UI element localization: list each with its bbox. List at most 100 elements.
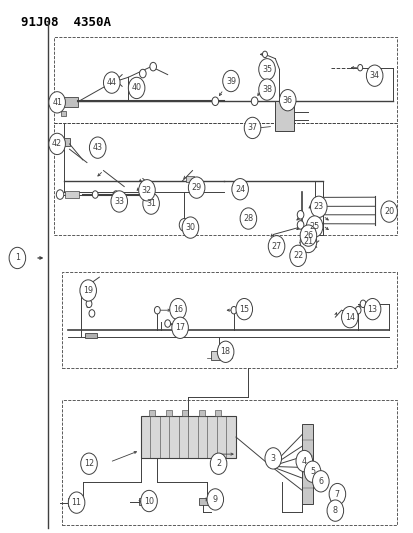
Circle shape — [86, 300, 92, 308]
Circle shape — [164, 320, 170, 327]
Circle shape — [240, 208, 256, 229]
Text: 27: 27 — [271, 242, 281, 251]
Bar — [198, 410, 204, 416]
Circle shape — [341, 306, 357, 328]
Text: 16: 16 — [173, 305, 183, 313]
Circle shape — [328, 483, 345, 505]
Circle shape — [169, 298, 186, 320]
Circle shape — [297, 221, 303, 229]
Bar — [182, 410, 188, 416]
Circle shape — [354, 306, 360, 314]
Circle shape — [247, 210, 253, 219]
Circle shape — [142, 193, 159, 214]
Text: 38: 38 — [261, 85, 271, 94]
Circle shape — [9, 247, 26, 269]
Text: 9: 9 — [212, 495, 217, 504]
Text: 3: 3 — [270, 454, 275, 463]
Bar — [301, 424, 312, 504]
Text: 22: 22 — [292, 252, 302, 260]
Circle shape — [251, 97, 257, 106]
Circle shape — [262, 51, 267, 58]
Text: 13: 13 — [367, 305, 377, 313]
Text: 34: 34 — [369, 71, 379, 80]
Circle shape — [295, 450, 312, 472]
Circle shape — [138, 180, 155, 201]
Circle shape — [222, 70, 239, 92]
Bar — [215, 410, 221, 416]
Text: 33: 33 — [114, 197, 124, 206]
Bar — [211, 351, 226, 360]
Circle shape — [235, 298, 252, 320]
Circle shape — [366, 65, 382, 86]
Bar — [140, 416, 235, 458]
Text: 6: 6 — [318, 477, 323, 486]
Circle shape — [179, 219, 189, 231]
Circle shape — [206, 489, 223, 510]
Bar — [198, 498, 215, 505]
Circle shape — [80, 280, 96, 301]
Bar — [54, 138, 69, 146]
Circle shape — [154, 306, 160, 314]
Text: 10: 10 — [144, 497, 154, 505]
Circle shape — [68, 492, 85, 513]
Text: 32: 32 — [142, 186, 152, 195]
Circle shape — [188, 177, 204, 198]
Circle shape — [139, 69, 146, 78]
Text: 37: 37 — [247, 124, 257, 132]
Text: 1: 1 — [15, 254, 20, 262]
Circle shape — [89, 137, 106, 158]
Bar — [275, 101, 293, 131]
Text: 44: 44 — [107, 78, 116, 87]
Circle shape — [171, 317, 188, 338]
Bar — [142, 191, 151, 198]
Circle shape — [230, 306, 236, 314]
Bar — [64, 191, 79, 198]
Text: 35: 35 — [261, 65, 271, 74]
Circle shape — [92, 191, 98, 198]
Circle shape — [89, 310, 95, 317]
Text: 12: 12 — [84, 459, 94, 468]
Bar — [186, 176, 193, 182]
Circle shape — [49, 92, 65, 113]
Text: 23: 23 — [313, 203, 323, 211]
Bar — [54, 37, 396, 123]
Circle shape — [357, 64, 362, 71]
Circle shape — [244, 117, 260, 139]
Bar — [149, 410, 155, 416]
Circle shape — [268, 236, 284, 257]
Text: 25: 25 — [309, 222, 319, 231]
Circle shape — [380, 201, 396, 222]
Circle shape — [150, 62, 156, 71]
Text: 28: 28 — [243, 214, 253, 223]
Circle shape — [217, 341, 233, 362]
Circle shape — [210, 453, 226, 474]
Circle shape — [56, 190, 64, 199]
Bar — [68, 498, 81, 506]
Text: 18: 18 — [220, 348, 230, 356]
Text: 43: 43 — [93, 143, 102, 152]
Circle shape — [312, 471, 328, 492]
Text: 31: 31 — [146, 199, 156, 208]
Bar — [165, 410, 171, 416]
Circle shape — [113, 191, 119, 198]
Text: 5: 5 — [309, 467, 314, 476]
Text: 21: 21 — [303, 238, 313, 246]
Circle shape — [359, 300, 365, 308]
Circle shape — [140, 490, 157, 512]
Circle shape — [306, 216, 322, 237]
Bar — [62, 272, 396, 368]
Text: 40: 40 — [131, 84, 141, 92]
Circle shape — [326, 500, 343, 521]
Text: 11: 11 — [71, 498, 81, 507]
Circle shape — [264, 448, 281, 469]
Circle shape — [182, 217, 198, 238]
Text: 30: 30 — [185, 223, 195, 232]
Text: 7: 7 — [334, 490, 339, 498]
Text: 24: 24 — [235, 185, 244, 193]
Text: 17: 17 — [175, 324, 185, 332]
Text: 26: 26 — [303, 231, 313, 240]
Circle shape — [304, 461, 320, 482]
Circle shape — [258, 79, 275, 100]
Bar — [138, 498, 155, 505]
Text: 19: 19 — [83, 286, 93, 295]
